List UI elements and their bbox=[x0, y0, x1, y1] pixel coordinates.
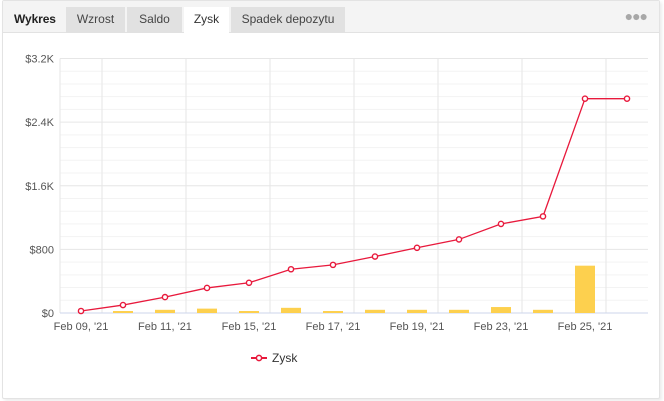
y-tick-label: $800 bbox=[30, 244, 54, 256]
bar bbox=[239, 311, 259, 313]
bar bbox=[323, 311, 343, 313]
y-tick-label: $3.2K bbox=[25, 54, 54, 66]
x-axis-labels: Feb 09, '21 Feb 11, '21 Feb 15, '21 Feb 17,… bbox=[54, 321, 613, 333]
x-tick-label: Feb 23, '21 bbox=[474, 321, 529, 333]
tab-wzrost[interactable]: Wzrost bbox=[66, 7, 125, 33]
x-tick-label: Feb 11, '21 bbox=[138, 321, 192, 333]
x-tick-label: Feb 19, '21 bbox=[390, 321, 445, 333]
x-tick-label: Feb 15, '21 bbox=[222, 321, 277, 333]
y-tick-label: $0 bbox=[42, 308, 54, 320]
data-point[interactable] bbox=[77, 307, 85, 315]
legend-label: Zysk bbox=[272, 351, 298, 365]
bar bbox=[197, 308, 217, 313]
data-point[interactable] bbox=[623, 95, 631, 102]
bar bbox=[533, 309, 553, 313]
data-point[interactable] bbox=[287, 265, 295, 273]
data-point[interactable] bbox=[245, 279, 253, 287]
data-point[interactable] bbox=[539, 213, 547, 220]
card-title: Wykres bbox=[14, 12, 56, 26]
data-point[interactable] bbox=[413, 244, 421, 252]
x-tick-label: Feb 17, '21 bbox=[306, 321, 361, 333]
data-point[interactable] bbox=[371, 253, 379, 260]
data-point[interactable] bbox=[203, 284, 211, 292]
chart-grid bbox=[59, 58, 648, 314]
legend-item-zysk[interactable]: Zysk bbox=[251, 351, 298, 365]
x-tick-label: Feb 25, '21 bbox=[558, 321, 613, 333]
data-point[interactable] bbox=[329, 261, 337, 269]
bar bbox=[407, 309, 427, 313]
tab-zysk[interactable]: Zysk bbox=[184, 7, 229, 34]
data-point[interactable] bbox=[455, 236, 463, 243]
data-point[interactable] bbox=[581, 95, 589, 102]
tab-spadek-depozytu[interactable]: Spadek depozytu bbox=[231, 7, 345, 33]
bar bbox=[491, 307, 511, 313]
bar bbox=[449, 309, 469, 313]
bar bbox=[575, 265, 595, 313]
data-point[interactable] bbox=[119, 301, 127, 309]
bar bbox=[113, 311, 133, 313]
ellipsis-icon[interactable]: ●●● bbox=[624, 8, 648, 24]
data-point[interactable] bbox=[161, 293, 169, 301]
bar bbox=[281, 307, 301, 313]
y-tick-label: $1.6K bbox=[25, 181, 54, 193]
data-point[interactable] bbox=[497, 220, 505, 228]
tab-saldo[interactable]: Saldo bbox=[127, 7, 182, 33]
x-tick-label: Feb 09, '21 bbox=[54, 321, 109, 333]
bar-series bbox=[113, 265, 595, 313]
bar bbox=[365, 309, 385, 313]
bar bbox=[155, 309, 175, 313]
y-tick-label: $2.4K bbox=[25, 117, 54, 129]
line-series-zysk bbox=[77, 95, 631, 315]
card-header: Wykres Wzrost Saldo Zysk Spadek depozytu… bbox=[3, 1, 659, 34]
y-axis-labels: $0 $800 $1.6K $2.4K $3.2K bbox=[25, 54, 54, 321]
legend-marker-icon bbox=[255, 354, 263, 362]
